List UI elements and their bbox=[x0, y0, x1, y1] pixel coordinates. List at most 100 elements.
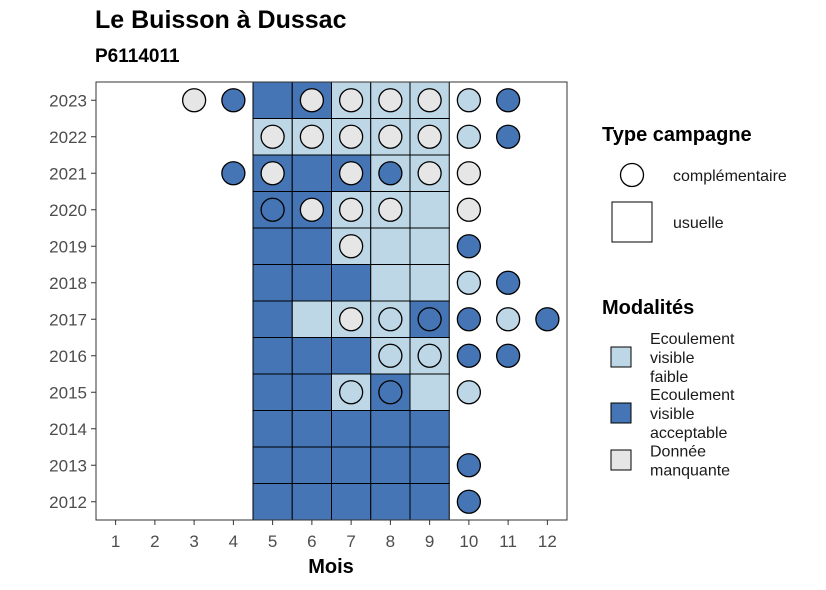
tile-2023-5 bbox=[252, 81, 293, 119]
point-2022-9 bbox=[417, 124, 442, 149]
y-tick-label-2019: 2019 bbox=[49, 237, 87, 256]
point-2017-8 bbox=[378, 307, 403, 332]
point-2020-10 bbox=[456, 197, 482, 222]
tile-2018-6 bbox=[291, 264, 332, 302]
legend-type-title: Type campagne bbox=[602, 124, 752, 146]
point-2018-11 bbox=[495, 270, 521, 295]
circles-layer bbox=[181, 88, 560, 514]
point-2016-9 bbox=[417, 343, 442, 368]
x-tick-label-10: 10 bbox=[459, 532, 478, 551]
legend: Type campagne complémentaire usuelle Modali… bbox=[602, 124, 787, 480]
y-tick-label-2014: 2014 bbox=[49, 420, 87, 439]
x-tick-label-11: 11 bbox=[499, 532, 517, 551]
tile-2013-5 bbox=[252, 446, 293, 484]
tile-2012-7 bbox=[331, 483, 372, 521]
tile-2016-6 bbox=[291, 337, 332, 375]
point-2016-10 bbox=[456, 343, 482, 368]
tiles-layer bbox=[252, 81, 450, 521]
x-tick-label-7: 7 bbox=[346, 532, 355, 551]
tile-2015-6 bbox=[291, 373, 332, 411]
tile-2015-5 bbox=[252, 373, 293, 411]
tile-2018-8 bbox=[370, 264, 411, 302]
point-2023-10 bbox=[456, 88, 482, 113]
legend-key-circle bbox=[619, 162, 645, 188]
tile-2021-8 bbox=[370, 154, 411, 192]
tile-2012-8 bbox=[370, 483, 411, 521]
point-2020-5 bbox=[260, 197, 285, 222]
legend-key-acceptable bbox=[610, 402, 632, 424]
point-2023-4 bbox=[221, 88, 246, 113]
point-2016-11 bbox=[495, 343, 521, 368]
point-2015-7 bbox=[338, 380, 364, 405]
tile-2019-5 bbox=[252, 227, 293, 265]
y-tick-label-2020: 2020 bbox=[49, 201, 87, 220]
x-tick-label-12: 12 bbox=[538, 532, 557, 551]
tile-2014-8 bbox=[370, 410, 411, 448]
tile-2020-9 bbox=[409, 191, 450, 229]
point-2020-7 bbox=[338, 197, 364, 222]
point-2023-7 bbox=[338, 88, 364, 113]
tile-2018-5 bbox=[252, 264, 293, 302]
tile-2017-6 bbox=[291, 300, 332, 338]
point-2013-10 bbox=[456, 453, 482, 478]
tile-2019-8 bbox=[370, 227, 411, 265]
point-2017-10 bbox=[456, 307, 482, 332]
point-2022-8 bbox=[378, 124, 403, 149]
point-2017-12 bbox=[535, 307, 560, 332]
x-tick-label-4: 4 bbox=[229, 532, 238, 551]
tile-2015-9 bbox=[409, 373, 450, 411]
legend-key-manquante bbox=[610, 449, 632, 471]
tile-2014-6 bbox=[291, 410, 332, 448]
point-2019-7 bbox=[338, 234, 364, 259]
point-2023-11 bbox=[495, 88, 521, 113]
legend-label-manquante: Donnée manquante bbox=[650, 444, 730, 480]
point-2020-8 bbox=[378, 197, 403, 222]
legend-label-square: usuelle bbox=[673, 215, 724, 232]
x-tick-label-3: 3 bbox=[189, 532, 198, 551]
point-2017-11 bbox=[495, 307, 521, 332]
x-tick-label-5: 5 bbox=[268, 532, 277, 551]
chart-title: Le Buisson à Dussac bbox=[95, 6, 347, 34]
tile-2018-7 bbox=[331, 264, 372, 302]
x-tick-label-2: 2 bbox=[150, 532, 159, 551]
y-tick-label-2022: 2022 bbox=[49, 128, 87, 147]
legend-modalites-title: Modalités bbox=[602, 297, 694, 319]
chart-subtitle: P6114011 bbox=[95, 46, 180, 67]
point-2017-9 bbox=[417, 307, 442, 332]
y-tick-label-2023: 2023 bbox=[49, 91, 87, 110]
legend-label-circle: complémentaire bbox=[673, 168, 787, 185]
y-tick-label-2013: 2013 bbox=[49, 456, 87, 475]
legend-label-acceptable: Ecoulement visible acceptable bbox=[650, 387, 735, 442]
point-2021-7 bbox=[338, 161, 364, 186]
y-axis: 2012 2013 2014 2015 2016 2017 2018 2019 2020 2021… bbox=[49, 91, 96, 512]
point-2019-10 bbox=[456, 234, 482, 259]
y-tick-label-2018: 2018 bbox=[49, 274, 87, 293]
y-tick-label-2016: 2016 bbox=[49, 347, 87, 366]
tile-2013-6 bbox=[291, 446, 332, 484]
tile-2013-7 bbox=[331, 446, 372, 484]
point-2015-8 bbox=[378, 380, 403, 405]
tile-2021-6 bbox=[291, 154, 332, 192]
legend-label-faible: Ecoulement visible faible bbox=[650, 331, 735, 386]
y-tick-label-2012: 2012 bbox=[49, 493, 87, 512]
point-2018-10 bbox=[456, 270, 482, 295]
point-2016-8 bbox=[378, 343, 403, 368]
tile-2014-7 bbox=[331, 410, 372, 448]
tile-2016-5 bbox=[252, 337, 293, 375]
point-2015-10 bbox=[456, 380, 482, 405]
legend-key-square bbox=[611, 201, 653, 243]
x-tick-label-9: 9 bbox=[425, 532, 434, 551]
tile-2012-5 bbox=[252, 483, 293, 521]
tile-2016-7 bbox=[331, 337, 372, 375]
tile-2013-9 bbox=[409, 446, 450, 484]
y-tick-label-2015: 2015 bbox=[49, 383, 87, 402]
point-2017-7 bbox=[338, 307, 364, 332]
point-2023-3 bbox=[181, 88, 207, 113]
point-2020-6 bbox=[299, 197, 325, 222]
tile-2019-6 bbox=[291, 227, 332, 265]
point-2023-6 bbox=[299, 88, 325, 113]
tile-2018-9 bbox=[409, 264, 450, 302]
point-2021-10 bbox=[456, 161, 482, 186]
point-2022-5 bbox=[260, 124, 285, 149]
tile-2013-8 bbox=[370, 446, 411, 484]
